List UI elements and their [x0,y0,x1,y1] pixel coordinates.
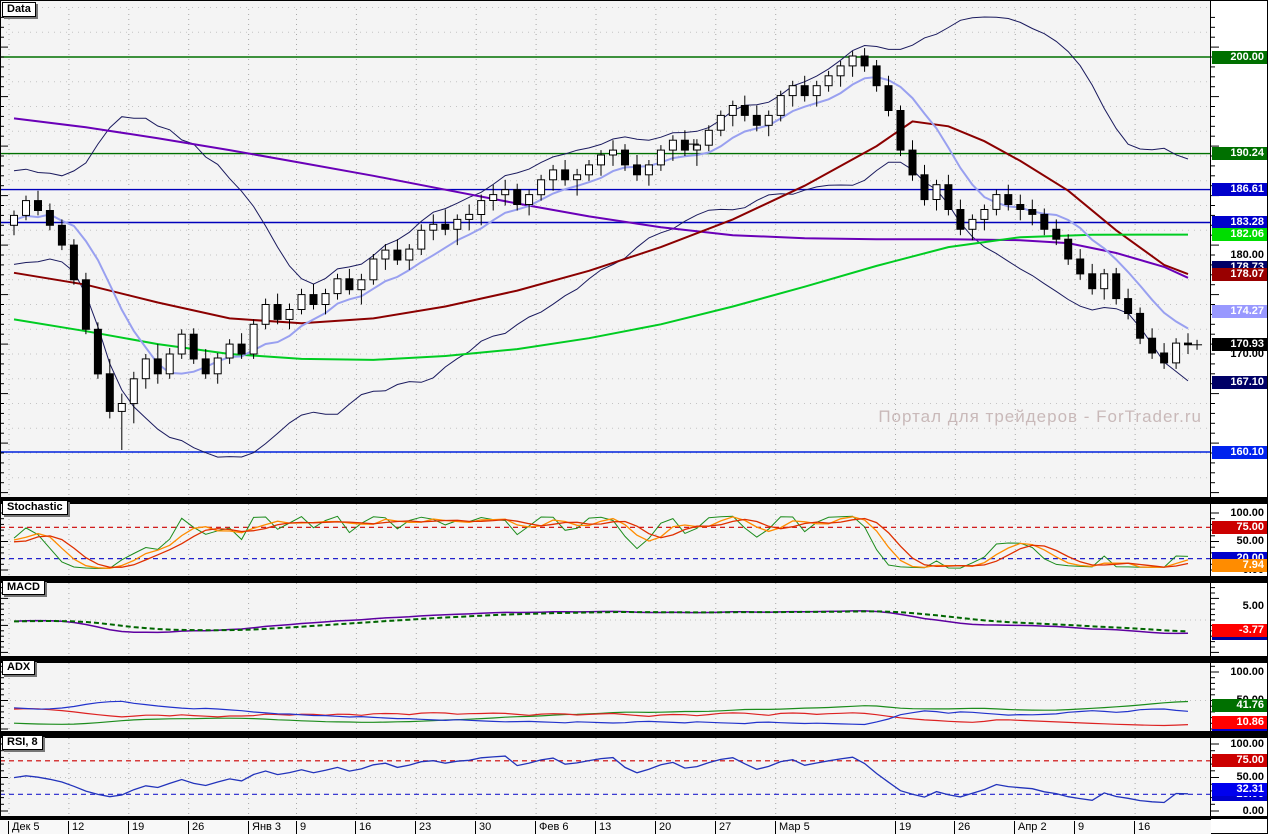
price-label: 10.86 [1212,716,1267,729]
tab-adx[interactable]: ADX [2,660,36,675]
price-label: 182.06 [1212,228,1267,241]
price-label: 178.07 [1212,268,1267,281]
tab-stochastic[interactable]: Stochastic [2,500,68,515]
price-label: 0.00 [1242,805,1264,817]
price-label: 100.00 [1230,738,1264,750]
watermark-text: Портал для трейдеров - ForTrader.ru [878,407,1202,426]
x-axis-label: 13 [595,821,611,834]
price-label: 32.31 [1212,783,1267,796]
x-axis-label: 19 [895,821,911,834]
price-label: 75.00 [1212,754,1267,767]
x-axis-label: 16 [1134,821,1150,834]
price-label: 167.10 [1212,376,1267,389]
x-axis-label: 27 [715,821,731,834]
price-label: 160.10 [1212,446,1267,459]
x-axis-label: 19 [128,821,144,834]
x-axis-label: 26 [188,821,204,834]
price-label: 180.00 [1230,249,1264,261]
price-label: 100.00 [1230,507,1264,519]
x-axis-label: 26 [954,821,970,834]
x-axis-label: 9 [296,821,306,834]
x-axis-label: 20 [655,821,671,834]
x-axis-label: 9 [1074,821,1084,834]
price-scale-column[interactable] [1211,0,1268,834]
price-label: 75.00 [1212,521,1267,534]
x-axis-label: 12 [68,821,84,834]
price-label: 200.00 [1212,51,1267,64]
price-label-strip [1212,727,1267,731]
price-label-strip [1212,636,1267,640]
x-axis-label: Мар 5 [775,821,810,834]
price-label: -3.77 [1212,624,1267,637]
tab-data[interactable]: Data [2,2,36,17]
x-axis-label: Апр 2 [1014,821,1047,834]
x-axis-label: 30 [475,821,491,834]
price-label: 183.28 [1212,216,1267,229]
price-label: 5.00 [1242,600,1264,612]
price-label: 50.00 [1236,771,1264,783]
price-label: 7.94 [1212,559,1267,572]
price-label: 174.27 [1212,305,1267,318]
price-label: 186.61 [1212,183,1267,196]
price-label: 170.93 [1212,338,1267,351]
x-axis-label: 16 [355,821,371,834]
price-label: 170.00 [1230,348,1264,360]
price-label: 190.24 [1212,147,1267,160]
tab-rsi[interactable]: RSI, 8 [2,735,43,750]
x-axis-label: Янв 3 [248,821,281,834]
x-axis-strip[interactable]: Дек 5 12 19 26 Янв 3 9 16 23 30 Фев 6 13 20 27 Мар 5 1… [0,819,1211,834]
x-axis-label: 23 [415,821,431,834]
price-label: 41.76 [1212,699,1267,712]
tab-macd[interactable]: MACD [2,580,45,595]
price-label: 50.00 [1236,535,1264,547]
x-axis-label: Дек 5 [8,821,40,834]
price-label: 100.00 [1230,666,1264,678]
x-axis-label: Фев 6 [535,821,569,834]
